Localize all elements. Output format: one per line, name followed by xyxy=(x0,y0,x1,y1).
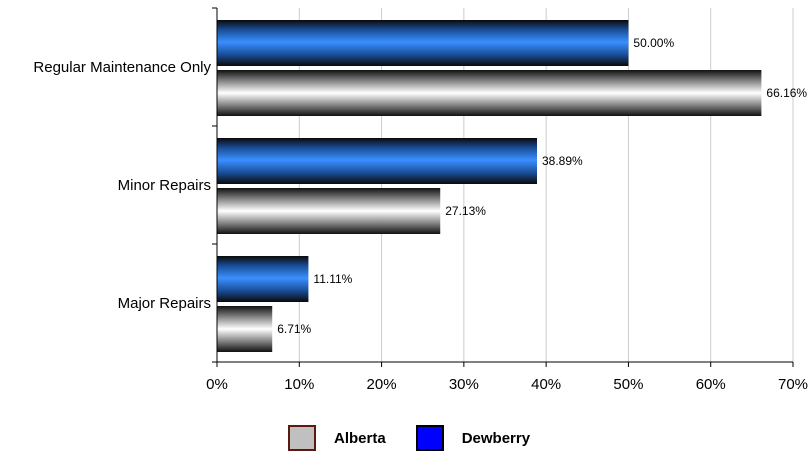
category-label: Regular Maintenance Only xyxy=(33,59,211,76)
legend-swatch-alberta xyxy=(288,425,316,451)
bar-dewberry xyxy=(217,138,538,184)
x-tick-label: 30% xyxy=(449,376,479,393)
x-tick-label: 70% xyxy=(778,376,808,393)
category-label: Major Repairs xyxy=(118,295,211,312)
bar-dewberry xyxy=(217,256,309,302)
bar-alberta xyxy=(217,188,441,234)
bar-alberta xyxy=(217,306,273,352)
x-tick-label: 60% xyxy=(696,376,726,393)
bar-chart: 0% 10% 20% 30% 40% 50% 60% 70% 50.00% 66.16% Regul… xyxy=(33,7,808,393)
legend-swatch-dewberry xyxy=(415,425,444,451)
gridlines xyxy=(298,8,794,362)
data-label: 11.11% xyxy=(313,272,352,286)
data-label: 27.13% xyxy=(445,204,486,218)
legend-label-alberta: Alberta xyxy=(334,429,386,447)
legend-item-alberta: Alberta xyxy=(288,425,386,451)
x-tick-label: 50% xyxy=(613,376,643,393)
data-label: 38.89% xyxy=(542,154,583,168)
labels: 0% 10% 20% 30% 40% 50% 60% 70% 50.00% 66.16% Regul… xyxy=(33,36,808,393)
x-tick-label: 0% xyxy=(206,376,228,393)
axes xyxy=(212,7,794,367)
x-tick-label: 20% xyxy=(367,376,397,393)
data-label: 6.71% xyxy=(277,322,311,336)
category-label: Minor Repairs xyxy=(118,177,211,194)
legend-label-dewberry: Dewberry xyxy=(461,429,531,447)
bar-dewberry xyxy=(217,20,629,66)
x-tick-label: 40% xyxy=(531,376,561,393)
legend: Alberta Dewberry xyxy=(288,422,560,454)
x-tick-label: 10% xyxy=(284,376,314,393)
legend-item-dewberry: Dewberry xyxy=(415,425,531,451)
bar-alberta xyxy=(217,70,762,116)
data-label: 50.00% xyxy=(633,36,674,50)
bars xyxy=(217,20,762,352)
data-label: 66.16% xyxy=(766,86,807,100)
